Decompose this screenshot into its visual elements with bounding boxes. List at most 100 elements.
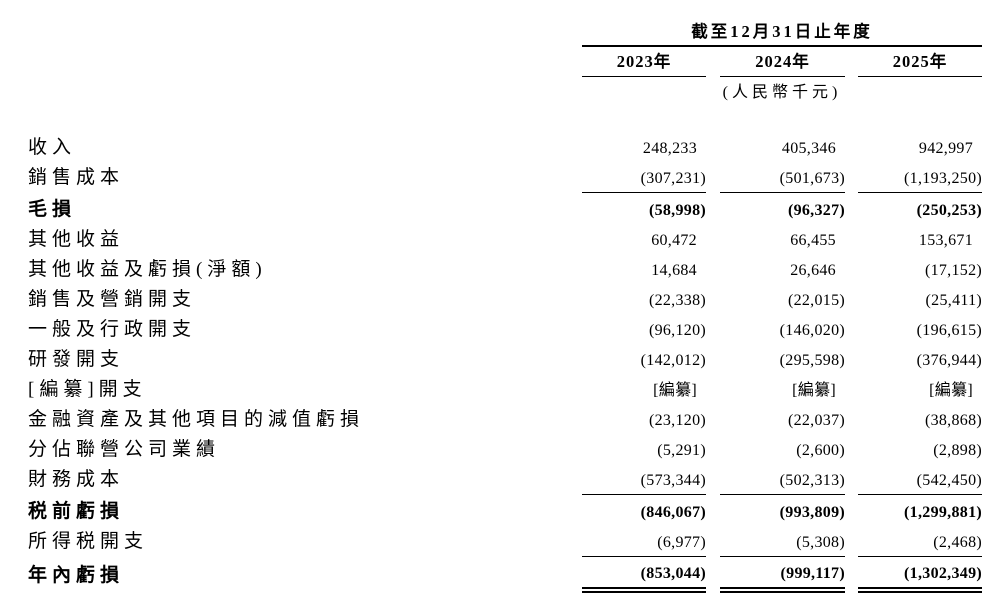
column-gap [706, 284, 720, 314]
row-value-2024: (993,809) [779, 504, 845, 521]
row-value-2024: (96,327) [787, 202, 845, 219]
row-label: 金融資產及其他項目的減值虧損 [28, 409, 365, 430]
row-label: 一般及行政開支 [28, 319, 197, 340]
column-gap [845, 314, 858, 344]
row-label: 研發開支 [28, 349, 125, 370]
table-row-loss-for-the-year: 年內虧損 (853,044) (999,117) (1,302,349) [28, 556, 983, 593]
row-value-2023: (58,998) [648, 202, 706, 219]
row-value-2025: (1,302,349) [858, 556, 983, 593]
row-value-2025: (376,944) [916, 352, 983, 369]
row-value-2023: (5,291) [657, 442, 706, 459]
column-gap [845, 344, 858, 374]
column-gap [845, 254, 858, 284]
row-value-2025: (17,152) [924, 262, 983, 279]
column-gap [706, 192, 720, 224]
column-gap [706, 46, 720, 76]
row-label: [編纂]開支 [28, 379, 147, 400]
row-label: 收入 [28, 137, 77, 158]
column-gap [845, 162, 858, 192]
row-value-2023: (142,012) [640, 352, 706, 369]
row-value-2025: (2,468) [858, 526, 983, 557]
row-value-2025: (1,299,881) [904, 504, 983, 521]
column-gap [845, 404, 858, 434]
column-gap [845, 464, 858, 494]
table-row-share-of-associates: 分佔聯營公司業績 (5,291) (2,600) (2,898) [28, 434, 982, 464]
row-value-2023: (573,344) [582, 464, 706, 495]
row-value-2023: [編纂] [653, 382, 697, 399]
table-row-other-income: 其他收益 60,472 66,455 153,671 [28, 224, 982, 254]
column-gap [706, 344, 720, 374]
row-value-2025: (1,193,250) [858, 162, 983, 193]
column-gap [845, 494, 858, 526]
row-value-2024: (999,117) [720, 556, 845, 593]
row-value-2024: (295,598) [779, 352, 845, 369]
row-label: 年內虧損 [28, 565, 125, 586]
row-value-2023: (307,231) [582, 162, 706, 193]
column-gap [706, 464, 720, 494]
row-value-2025: (196,615) [916, 322, 983, 339]
row-value-2024: 405,346 [781, 140, 836, 157]
table-row-revenue: 收入 248,233 405,346 942,997 [28, 132, 982, 162]
row-label: 財務成本 [28, 469, 125, 490]
row-label: 銷售及營銷開支 [28, 289, 197, 310]
column-gap [706, 132, 720, 162]
row-label: 毛損 [28, 199, 77, 220]
column-gap [845, 132, 858, 162]
column-gap [706, 526, 720, 556]
column-gap [845, 192, 858, 224]
table-row-gross-loss: 毛損 (58,998) (96,327) (250,253) [28, 192, 982, 224]
row-value-2024: (501,673) [720, 162, 845, 193]
row-value-2023: 60,472 [651, 232, 697, 249]
column-gap [706, 254, 720, 284]
row-label: 銷售成本 [28, 167, 125, 188]
table-row-rd-expenses: 研發開支 (142,012) (295,598) (376,944) [28, 344, 982, 374]
row-value-2023: (853,044) [582, 556, 706, 593]
row-value-2025: [編纂] [929, 382, 974, 399]
row-value-2023: (96,120) [648, 322, 706, 339]
table-row-selling-marketing-expenses: 銷售及營銷開支 (22,338) (22,015) (25,411) [28, 284, 982, 314]
currency-unit-note: (人民幣千元) [722, 84, 842, 101]
column-gap [706, 494, 720, 526]
row-value-2023: (23,120) [648, 412, 706, 429]
row-value-2024: 26,646 [790, 262, 836, 279]
row-label: 分佔聯營公司業績 [28, 439, 221, 460]
row-value-2025: (542,450) [858, 464, 983, 495]
table-header-year-row: 2023年 2024年 2025年 [28, 46, 983, 77]
column-gap [706, 224, 720, 254]
table-row-general-admin-expenses: 一般及行政開支 (96,120) (146,020) (196,615) [28, 314, 982, 344]
column-gap [706, 374, 720, 404]
row-value-2024: (22,037) [787, 412, 845, 429]
row-value-2025: (38,868) [924, 412, 983, 429]
row-value-2024: (2,600) [796, 442, 845, 459]
row-label: 税前虧損 [28, 501, 125, 522]
table-row-income-tax-expense: 所得税開支 (6,977) (5,308) (2,468) [28, 526, 983, 557]
row-value-2025: 942,997 [918, 140, 974, 157]
row-value-2023: (22,338) [648, 292, 706, 309]
row-value-2025: (250,253) [916, 202, 983, 219]
row-value-2024: (502,313) [720, 464, 845, 495]
row-value-2024: (5,308) [720, 526, 845, 557]
column-gap [706, 314, 720, 344]
column-gap [845, 556, 858, 590]
header-spacer [28, 106, 982, 132]
row-value-2025: (2,898) [933, 442, 983, 459]
column-gap [845, 374, 858, 404]
table-row-finance-costs: 財務成本 (573,344) (502,313) (542,450) [28, 464, 983, 495]
column-gap [845, 284, 858, 314]
table-row-other-gains-losses-net: 其他收益及虧損(淨額) 14,684 26,646 (17,152) [28, 254, 982, 284]
income-statement-table: 截至12月31日止年度 2023年 2024年 2025年 (人民幣千元) 收入… [28, 18, 983, 593]
table-row-redacted-expenses: [編纂]開支 [編纂] [編纂] [編纂] [28, 374, 982, 404]
table-row-impairment-losses: 金融資產及其他項目的減值虧損 (23,120) (22,037) (38,868… [28, 404, 982, 434]
table-header-currency-row: (人民幣千元) [28, 76, 982, 106]
row-value-2025: 153,671 [918, 232, 974, 249]
column-gap [706, 556, 720, 590]
column-gap [706, 162, 720, 192]
row-value-2024: 66,455 [790, 232, 836, 249]
column-gap [706, 404, 720, 434]
table-row-cost-of-sales: 銷售成本 (307,231) (501,673) (1,193,250) [28, 162, 983, 193]
row-value-2023: 248,233 [642, 140, 697, 157]
row-label: 其他收益及虧損(淨額) [28, 259, 267, 280]
row-value-2023: (846,067) [640, 504, 706, 521]
row-value-2024: [編纂] [792, 382, 836, 399]
